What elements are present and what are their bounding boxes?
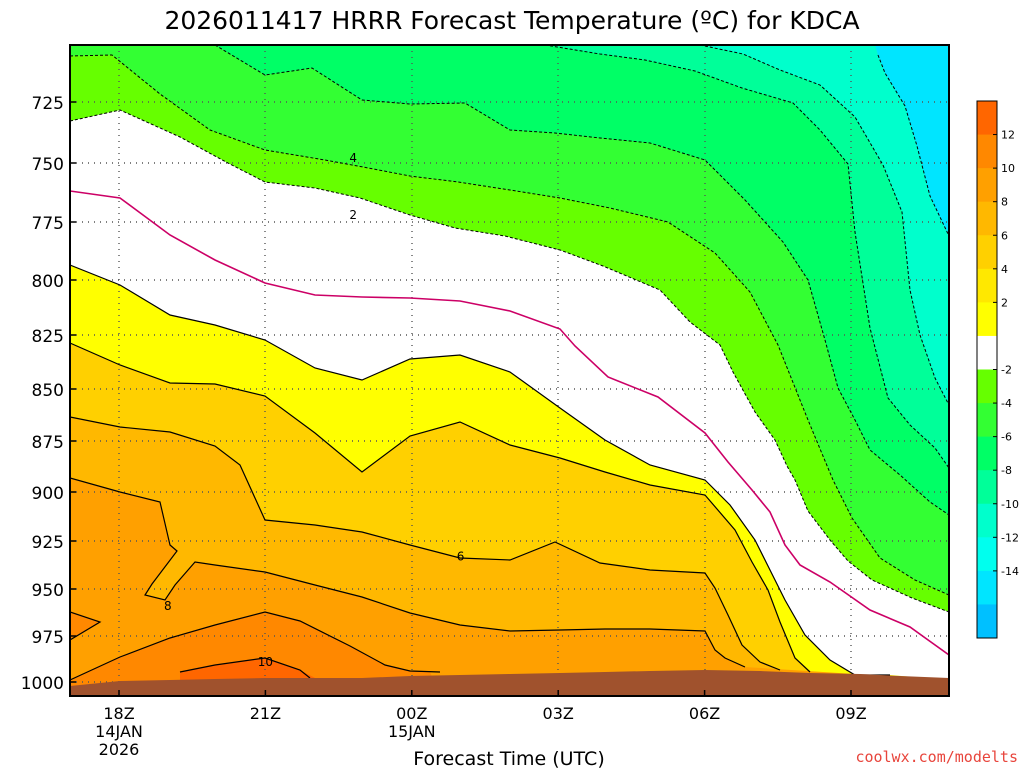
contour-minus12: [877, 54, 949, 237]
contour-12: [179, 657, 311, 679]
colorbar-label: 10: [1001, 162, 1015, 175]
y-tick-label: 925: [32, 533, 64, 553]
y-tick-label: 725: [32, 94, 64, 114]
credit-text: coolwx.com/modelts: [855, 748, 1018, 766]
colorbar-swatch: [977, 201, 997, 236]
contour-label: 4: [349, 151, 357, 165]
contour-6: [70, 416, 781, 671]
contour-10: [70, 611, 441, 681]
colorbar-label: 2: [1001, 296, 1008, 309]
colorbar-swatch: [977, 470, 997, 505]
y-tick-label: 900: [32, 484, 64, 504]
contour-label: 2: [349, 208, 357, 222]
x-tick-label: 00Z: [396, 704, 427, 723]
colorbar-label: -12: [1001, 531, 1019, 544]
region-minus6-minus8: [210, 45, 949, 515]
ground: [70, 670, 949, 696]
contour-minus8: [544, 45, 949, 469]
colorbar-label: -14: [1001, 565, 1019, 578]
colorbar-swatch: [977, 302, 997, 337]
contour-label: 6: [457, 549, 465, 563]
x-tick-label: 2026: [99, 740, 140, 759]
contour-minus2: [70, 109, 949, 613]
y-tick-label: 775: [32, 214, 64, 234]
y-tick-label: 850: [32, 381, 64, 401]
x-tick-label: 18Z: [103, 704, 134, 723]
chart-title: 2026011417 HRRR Forecast Temperature (ºC…: [164, 6, 859, 35]
colorbar-swatch: [977, 570, 997, 605]
colorbar-swatch: [977, 537, 997, 572]
colorbar-label: -2: [1001, 364, 1012, 377]
y-tick-label: 875: [32, 433, 64, 453]
contour-8: [70, 477, 746, 668]
colorbar: 12 10 8 6 4 2 -2 -4 -6 -8 -10 -12 -14: [976, 100, 1019, 639]
region-10-12: [70, 612, 440, 696]
y-tick-label: 950: [32, 581, 64, 601]
x-tick-label: 03Z: [543, 704, 574, 723]
plot-area: 4 2 6 8 10: [70, 45, 949, 696]
plot-frame: [69, 44, 950, 697]
y-tick-label: 750: [32, 155, 64, 175]
contour-labels: 4 2 6 8 10: [164, 151, 464, 669]
x-tick-label: 15JAN: [388, 722, 436, 741]
contour-label: 8: [164, 599, 172, 613]
x-tick-label: 21Z: [250, 704, 281, 723]
colorbar-label: -6: [1001, 431, 1012, 444]
colorbar-label: -8: [1001, 464, 1012, 477]
x-axis-title: Forecast Time (UTC): [413, 748, 604, 768]
colorbar-swatch: [977, 268, 997, 303]
colorbar-swatch: [977, 403, 997, 438]
y-tick-label: 1000: [21, 674, 64, 694]
y-tick-label: 800: [32, 272, 64, 292]
freezing-line: [70, 190, 949, 656]
colorbar-label: 4: [1001, 263, 1008, 276]
colorbar-label: -4: [1001, 397, 1012, 410]
colorbar-swatch: [977, 503, 997, 538]
gridlines: [70, 45, 949, 696]
warm-contours: [70, 264, 890, 681]
contour-4: [70, 342, 811, 673]
colorbar-label: 12: [1001, 129, 1015, 142]
colorbar-swatch: [977, 436, 997, 471]
x-tick-label: 14JAN: [95, 722, 143, 741]
region-minus10-minus12: [640, 45, 949, 405]
contour-8b: [70, 611, 102, 641]
colorbar-swatch: [977, 168, 997, 203]
region-minus12-minus14: [875, 45, 949, 236]
colorbar-label: 6: [1001, 229, 1008, 242]
colorbar-swatch: [977, 604, 997, 639]
colorbar-swatch: [977, 134, 997, 169]
contour-minus10: [699, 45, 949, 406]
colorbar-label: 8: [1001, 196, 1008, 209]
cold-contours: [70, 45, 949, 613]
contour-2: [70, 264, 890, 676]
x-tick-label: 09Z: [835, 704, 866, 723]
y-tick-label: 825: [32, 327, 64, 347]
y-axis: 725 750 775 800 825 850 875 900 925 950 975 1000: [21, 94, 76, 694]
colorbar-swatch: [977, 335, 997, 370]
colorbar-swatch: [977, 235, 997, 270]
colorbar-swatch: [977, 101, 997, 136]
contour-minus6: [214, 45, 949, 516]
colorbar-swatch: [977, 369, 997, 404]
x-tick-label: 06Z: [689, 704, 720, 723]
colorbar-label: -10: [1001, 498, 1019, 511]
contour-label: 10: [258, 655, 273, 669]
y-tick-label: 975: [32, 628, 64, 648]
